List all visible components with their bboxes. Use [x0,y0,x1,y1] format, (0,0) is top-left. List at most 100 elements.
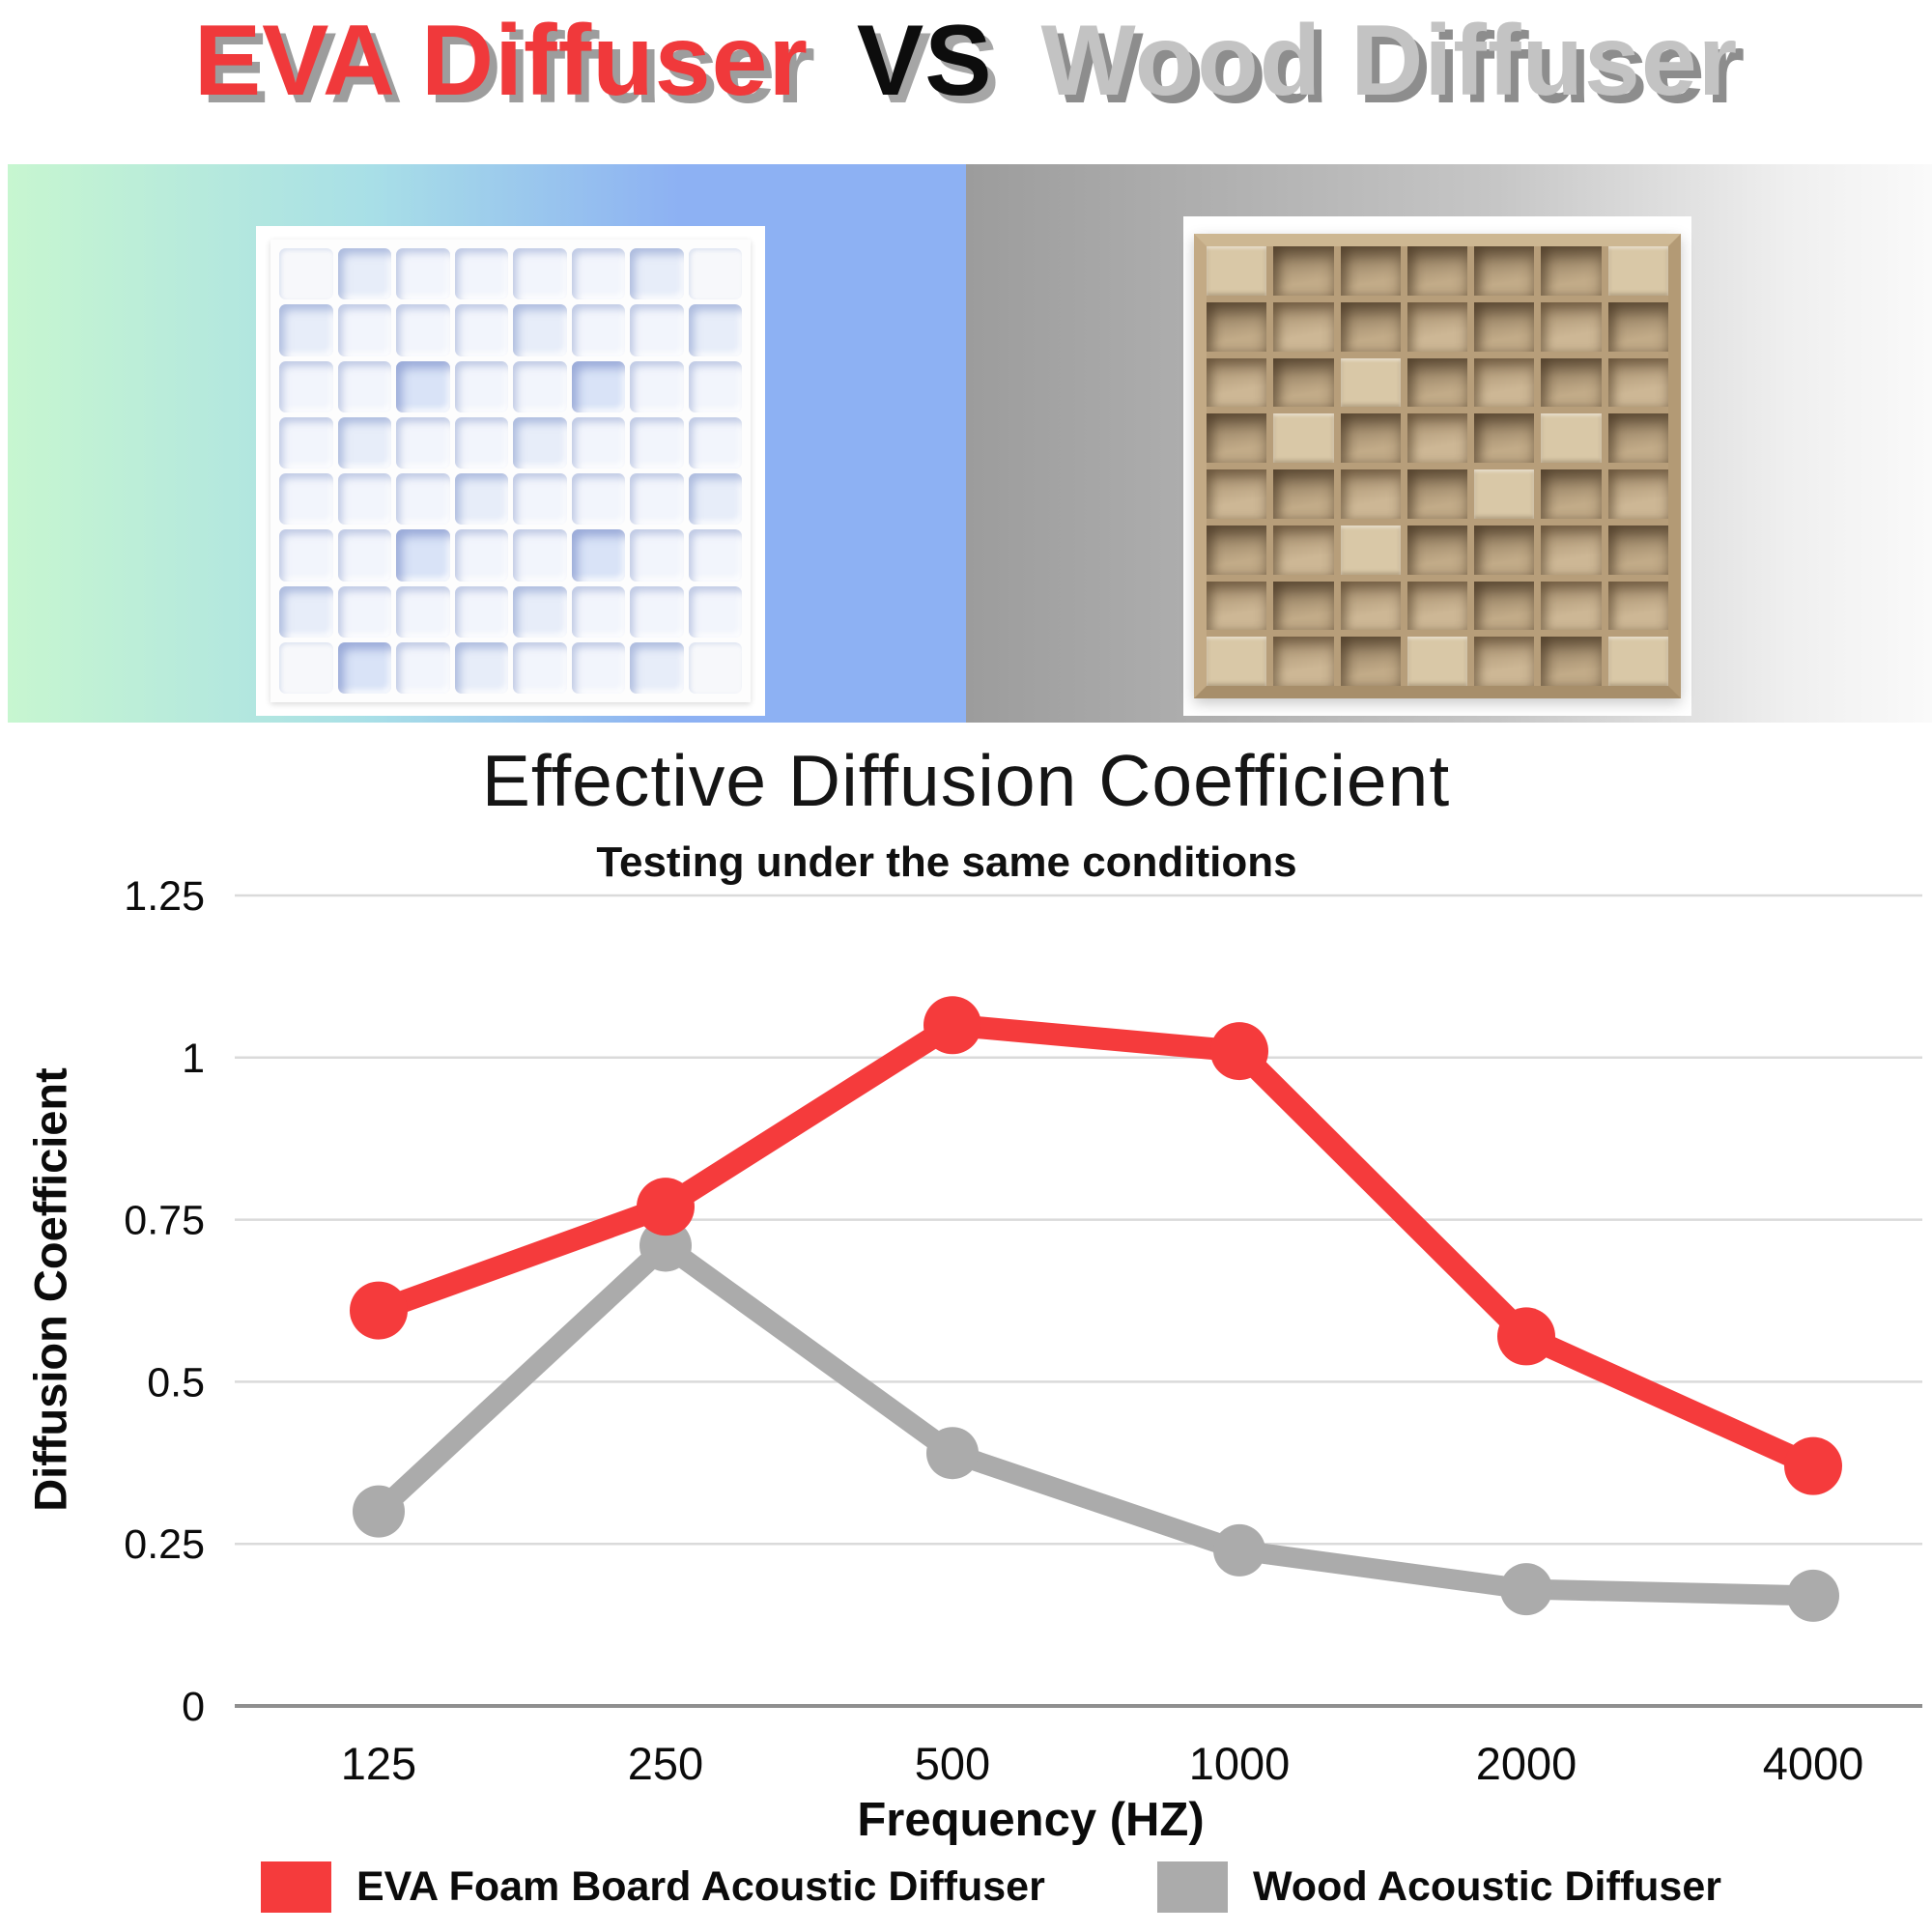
chart-title: Effective Diffusion Coefficient [481,740,1451,821]
eva-gradient-background [8,164,966,723]
x-tick-label: 125 [341,1738,416,1789]
eva-diffuser-panel [270,240,751,702]
eva-diffuser-cell [279,304,333,356]
eva-diffuser-cell [396,360,450,412]
wood-diffuser-cell [1207,301,1267,352]
wood-diffuser-cell [1207,525,1267,575]
eva-diffuser-cell [337,360,391,412]
eva-diffuser-cell [337,585,391,638]
eva-diffuser-cell [513,248,567,300]
wood-diffuser-cell [1474,469,1535,519]
eva-diffuser-cell [279,360,333,412]
eva-diffuser-cell [513,641,567,694]
x-tick-label: 250 [628,1738,703,1789]
eva-diffuser-cell [630,360,684,412]
wood-diffuser-cell [1607,246,1668,296]
eva-diffuser-cell [454,248,508,300]
product-comparison-strip [8,164,1932,723]
y-tick-label: 0.75 [124,1198,205,1244]
wood-diffuser-cell [1207,246,1267,296]
data-point-wood-4000hz [1787,1569,1839,1622]
eva-diffuser-cell [571,473,625,526]
eva-diffuser-cell [396,585,450,638]
eva-diffuser-cell [571,641,625,694]
wood-diffuser-cell [1207,469,1267,519]
eva-diffuser-cell [513,529,567,582]
eva-diffuser-cell [279,641,333,694]
title-vs: VS [856,5,993,117]
eva-diffuser-cell [513,416,567,469]
eva-diffuser-cell [337,304,391,356]
wood-diffuser-cell [1541,301,1602,352]
x-tick-label: 1000 [1189,1738,1291,1789]
wood-diffuser-cell [1207,413,1267,463]
wood-diffuser-cell [1541,246,1602,296]
eva-diffuser-cell [396,641,450,694]
eva-diffuser-cell [454,360,508,412]
wood-diffuser-cell [1273,637,1334,686]
wood-diffuser-cell [1207,357,1267,408]
eva-diffuser-cell [571,585,625,638]
eva-diffuser-cell [630,473,684,526]
wood-diffuser-cell [1474,413,1535,463]
eva-diffuser-cell [630,585,684,638]
wood-diffuser-cell [1273,413,1334,463]
legend-swatch-wood [1157,1861,1228,1913]
wood-diffuser-cell [1340,581,1401,631]
eva-diffuser-cell [571,248,625,300]
eva-diffuser-cell [279,248,333,300]
data-point-eva-2000hz [1497,1307,1555,1366]
wood-diffuser-cell [1474,246,1535,296]
eva-diffuser-cell [630,416,684,469]
wood-diffuser-cell [1406,246,1468,296]
wood-diffuser-cell [1474,357,1535,408]
data-point-wood-125hz [353,1485,405,1538]
wood-diffuser-cell [1340,246,1401,296]
eva-diffuser-cell [337,529,391,582]
eva-diffuser-cell [279,529,333,582]
wood-diffuser-cell [1541,637,1602,686]
data-point-eva-4000hz [1784,1436,1842,1495]
eva-diffuser-cell [337,248,391,300]
eva-diffuser-cell [688,248,742,300]
wood-diffuser-panel [1194,234,1681,698]
eva-diffuser-cell [630,529,684,582]
wood-diffuser-cell [1273,581,1334,631]
eva-diffuser-cell [571,360,625,412]
wood-diffuser-cell [1541,469,1602,519]
series-line-wood [368,1235,1824,1606]
wood-diffuser-cell [1607,469,1668,519]
series-line-eva [367,1013,1825,1478]
wood-diffuser-cell [1474,525,1535,575]
x-tick-label: 2000 [1476,1738,1577,1789]
legend-item-eva: EVA Foam Board Acoustic Diffuser [261,1861,1045,1913]
eva-diffuser-cell [571,416,625,469]
eva-diffuser-cell [337,641,391,694]
eva-diffuser-image [256,226,765,716]
eva-diffuser-cell [337,473,391,526]
wood-diffuser-cell [1474,637,1535,686]
eva-diffuser-cell [688,304,742,356]
page-title: EVA Diffuser VS Wood Diffuser [0,4,1932,149]
eva-diffuser-cell [513,585,567,638]
chart-subtitle: Testing under the same conditions [596,838,1297,886]
eva-diffuser-cell [630,248,684,300]
data-point-eva-500hz [923,996,981,1055]
eva-diffuser-cell [454,416,508,469]
eva-diffuser-cell [688,585,742,638]
wood-diffuser-cell [1273,301,1334,352]
data-point-wood-2000hz [1500,1563,1552,1616]
legend-item-wood: Wood Acoustic Diffuser [1157,1861,1721,1913]
eva-diffuser-cell [630,304,684,356]
title-wood-diffuser: Wood Diffuser [1040,5,1739,117]
data-point-wood-1000hz [1213,1523,1265,1577]
eva-diffuser-cell [454,641,508,694]
wood-diffuser-cell [1207,637,1267,686]
data-point-eva-250hz [637,1178,695,1236]
legend-swatch-eva [261,1861,331,1913]
wood-diffuser-cell [1474,301,1535,352]
wood-diffuser-cell [1340,525,1401,575]
eva-diffuser-cell [396,304,450,356]
eva-diffuser-cell [688,473,742,526]
eva-diffuser-cell [454,585,508,638]
